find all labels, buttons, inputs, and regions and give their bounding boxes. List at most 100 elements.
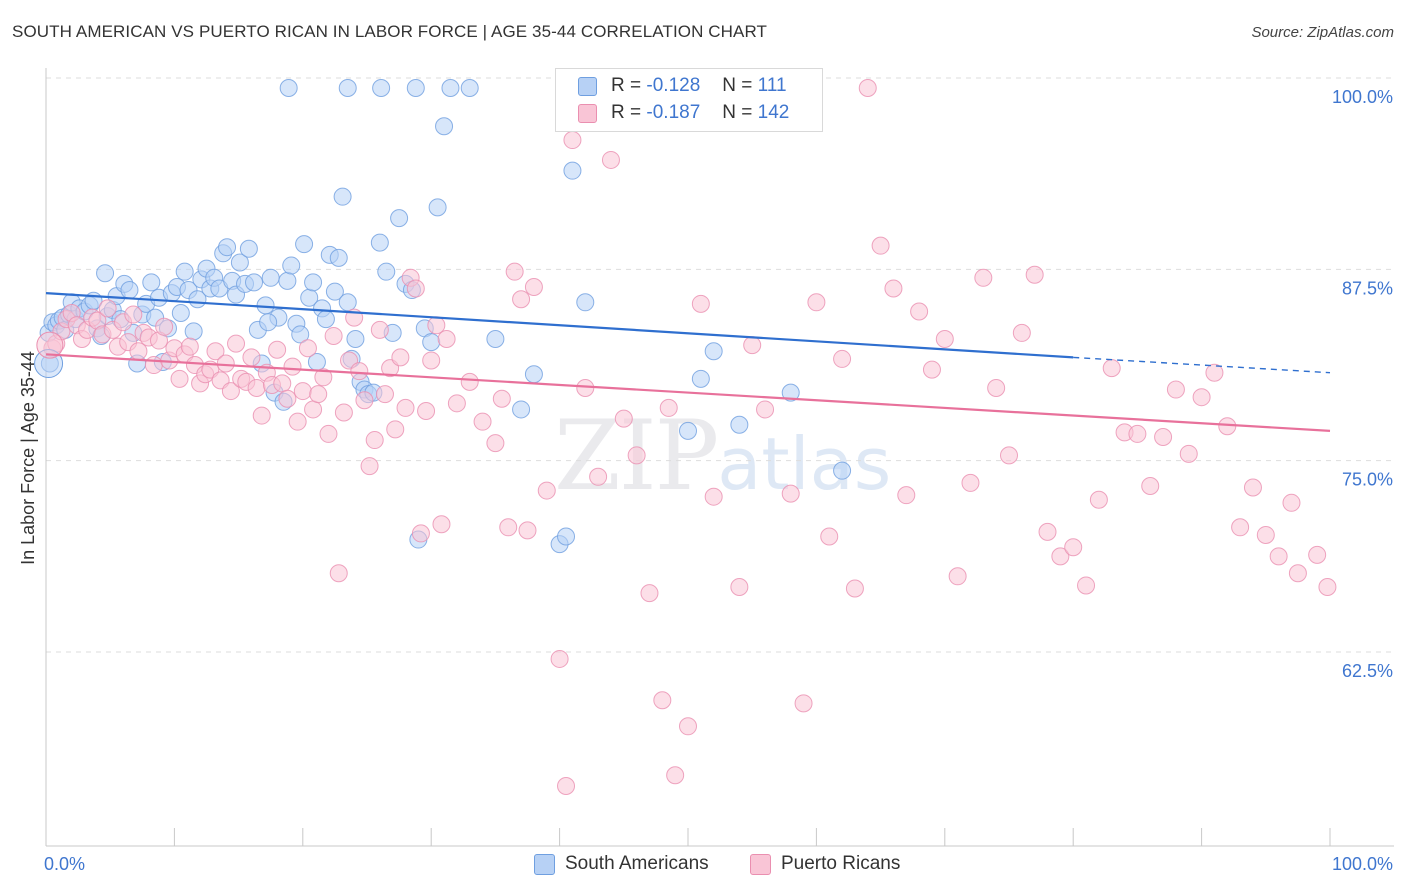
south-american-point [279,79,298,97]
south-american-point [316,310,335,329]
legend-swatch-blue [578,76,597,96]
puerto-rican-point [144,356,163,375]
puerto-rican-point [221,382,240,401]
legend-n-value: 111 [757,75,787,96]
puerto-rican-point [329,564,348,583]
puerto-rican-point [820,527,839,546]
puerto-rican-point [871,236,890,255]
south-american-point [184,322,203,341]
puerto-rican-point [1218,417,1237,436]
south-american-point [833,461,852,480]
puerto-rican-point [334,403,353,422]
legend-item-south-americans[interactable]: South Americans [534,851,709,877]
south-american-point [441,79,460,97]
puerto-rican-point [627,446,646,465]
puerto-rican-point [417,401,436,420]
puerto-rican-point [781,484,800,503]
watermark: ZIPatlas [554,400,891,512]
puerto-rican-point [1205,363,1224,382]
puerto-rican-point [1256,525,1275,544]
puerto-rican-point [524,277,543,296]
south-american-point [370,233,389,252]
puerto-rican-point [666,766,685,785]
south-american-point [325,282,344,301]
south-american-point [218,238,237,257]
south-american-point [142,273,161,292]
puerto-rican-point [319,424,338,443]
puerto-rican-point [884,279,903,298]
puerto-rican-point [576,379,595,398]
south-american-point [422,333,441,352]
puerto-rican-point [170,369,189,388]
south-american-point [304,273,323,292]
south-american-point [278,271,297,290]
puerto-rican-point [1288,564,1307,583]
puerto-rican-point [961,473,980,492]
south-american-point [333,187,352,206]
south-american-trendline [45,292,1074,359]
y-tick-label: 87.5% [1342,278,1393,298]
puerto-rican-point [206,342,225,361]
puerto-rican-point [704,487,723,506]
south-american-point [557,527,576,546]
south-american-point [406,79,425,97]
south-american-point [338,79,357,97]
puerto-rican-point [589,467,608,486]
puerto-rican-point [406,279,425,298]
puerto-rican-point [36,331,64,359]
puerto-rican-point [794,694,813,713]
puerto-rican-point [375,385,394,404]
puerto-rican-point [411,524,430,543]
legend-r-label: R = [611,102,642,123]
puerto-rican-point [987,379,1006,398]
puerto-rican-point [365,431,384,450]
puerto-rican-point [1243,478,1262,497]
x-tick-label: 100.0% [1332,854,1393,874]
puerto-rican-point [756,400,775,419]
south-american-trendline-extension [1073,356,1331,374]
puerto-rican-point [298,339,317,358]
y-axis-label: In Labor Force | Age 35-44 [18,351,38,565]
puerto-rican-point [386,420,405,439]
puerto-rican-point [518,521,537,540]
legend-item-puerto-ricans[interactable]: Puerto Ricans [750,851,900,877]
watermark-atlas: atlas [717,422,892,506]
south-american-point [435,117,454,136]
legend-r-value: -0.187 [646,102,701,123]
legend-swatch-blue [534,853,555,875]
south-american-point [291,325,310,344]
puerto-rican-point [974,268,993,287]
legend-n-label: N = [722,75,753,96]
puerto-rican-point [227,334,246,353]
puerto-rican-point [845,579,864,598]
puerto-rican-point [897,486,916,505]
south-american-point [329,248,348,267]
south-american-point [245,273,264,292]
puerto-rican-point [432,515,451,534]
chart-title: SOUTH AMERICAN VS PUERTO RICAN IN LABOR … [12,22,768,41]
puerto-rican-point [1051,547,1070,566]
puerto-rican-point [422,351,441,370]
puerto-rican-point [252,406,271,425]
puerto-rican-point [360,457,379,476]
south-american-point [96,264,115,283]
south-american-point [239,239,258,258]
puerto-rican-point [1282,493,1301,512]
puerto-rican-point [473,412,492,431]
puerto-rican-point [278,389,297,408]
puerto-rican-point [1192,388,1211,407]
legend-swatch-pink [578,103,597,123]
puerto-rican-point [659,398,678,417]
puerto-rican-point [391,348,410,367]
south-american-point [691,369,710,388]
puerto-rican-point [1077,576,1096,595]
puerto-rican-point [268,340,287,359]
puerto-rican-point [1064,538,1083,557]
puerto-rican-point [858,79,877,97]
puerto-rican-point [492,389,511,408]
puerto-rican-point [1154,427,1173,446]
south-american-point [256,296,275,315]
puerto-rican-point [935,330,954,349]
south-american-point [512,400,531,419]
puerto-rican-point [1231,518,1250,537]
